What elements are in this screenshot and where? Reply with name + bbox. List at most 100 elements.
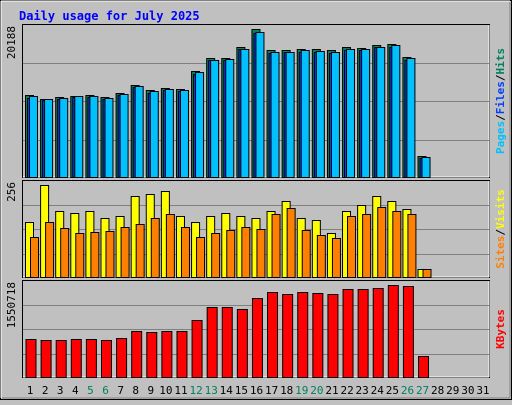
legend-separator: / [494, 74, 507, 81]
y-max-label-1: 20188 [5, 26, 18, 59]
kbytes-bar-2 [40, 340, 52, 378]
kbytes-bar-22 [342, 289, 354, 378]
kbytes-bar-6 [100, 340, 112, 378]
x-tick-label-30: 30 [461, 384, 474, 397]
pages-bar-15 [240, 49, 250, 178]
pages-bar-18 [285, 52, 295, 178]
kbytes-bar-11 [176, 331, 188, 378]
pages-bar-5 [89, 96, 99, 178]
sites-bar-17 [271, 214, 281, 278]
sites-bar-13 [211, 233, 221, 278]
x-tick-label-2: 2 [42, 384, 49, 397]
x-tick-label-24: 24 [371, 384, 385, 397]
kbytes-bar-5 [85, 339, 97, 378]
pages-bar-19 [300, 50, 310, 178]
kbytes-bar-16 [251, 298, 263, 378]
x-tick-label-4: 4 [72, 384, 79, 397]
x-tick-label-29: 29 [446, 384, 459, 397]
pages-bar-13 [210, 60, 220, 178]
y-max-label-2: 256 [5, 182, 18, 202]
kbytes-bar-15 [236, 309, 248, 378]
kbytes-bar-4 [70, 339, 82, 378]
legend-visits: Visits [494, 189, 507, 229]
x-tick-label-14: 14 [220, 384, 234, 397]
x-tick-label-3: 3 [57, 384, 64, 397]
x-tick-label-13: 13 [205, 384, 218, 397]
pages-bar-27 [421, 157, 431, 178]
sites-bar-7 [120, 227, 130, 278]
x-tick-label-31: 31 [476, 384, 489, 397]
pages-bar-7 [119, 94, 129, 178]
x-tick-label-21: 21 [325, 384, 338, 397]
kbytes-bar-12 [191, 320, 203, 378]
legend-sites: Sites [494, 236, 507, 269]
x-tick-label-10: 10 [159, 384, 172, 397]
x-tick-label-23: 23 [356, 384, 369, 397]
pages-bar-17 [270, 52, 280, 178]
x-tick-label-18: 18 [280, 384, 293, 397]
sites-bar-26 [407, 214, 417, 278]
x-tick-label-25: 25 [386, 384, 399, 397]
pages-bar-10 [164, 89, 174, 178]
pages-bar-1 [29, 96, 38, 178]
kbytes-bar-14 [221, 307, 233, 378]
x-tick-label-12: 12 [189, 384, 202, 397]
legend-hits: Hits [494, 48, 507, 75]
pages-bar-2 [44, 99, 54, 178]
x-tick-label-11: 11 [174, 384, 187, 397]
kbytes-bar-27 [418, 356, 430, 378]
pages-bar-26 [406, 58, 416, 178]
kbytes-bar-10 [161, 331, 173, 378]
kbytes-bar-26 [402, 286, 414, 378]
sites-bar-10 [165, 214, 175, 278]
legend-separator: / [494, 229, 507, 236]
sites-bar-1 [30, 237, 39, 278]
pages-bar-21 [330, 52, 340, 178]
sites-bar-14 [226, 230, 236, 278]
sites-bar-15 [241, 227, 251, 278]
pages-bar-3 [59, 98, 69, 178]
sites-bar-5 [90, 232, 100, 278]
legend-0: Pages/Files/Hits [494, 48, 507, 154]
kbytes-bar-8 [131, 331, 143, 378]
x-tick-label-22: 22 [340, 384, 353, 397]
sites-bar-25 [392, 211, 402, 278]
x-tick-label-1: 1 [27, 384, 34, 397]
sites-bar-11 [180, 227, 190, 278]
x-tick-label-27: 27 [416, 384, 429, 397]
kbytes-bar-17 [267, 292, 279, 378]
pages-bar-22 [346, 49, 356, 178]
kbytes-bar-13 [206, 307, 218, 378]
pages-bar-9 [149, 91, 159, 178]
legend-pages: Pages [494, 121, 507, 154]
pages-bar-4 [74, 96, 84, 178]
x-tick-label-9: 9 [148, 384, 155, 397]
kbytes-bar-3 [55, 340, 67, 378]
sites-bar-2 [45, 222, 55, 278]
x-tick-label-26: 26 [401, 384, 414, 397]
x-tick-label-6: 6 [102, 384, 109, 397]
sites-bar-27 [422, 269, 432, 278]
pages-bar-14 [225, 59, 235, 178]
sites-bar-16 [256, 229, 266, 278]
pages-bar-8 [134, 86, 144, 178]
sites-bar-6 [105, 231, 115, 278]
kbytes-bar-23 [357, 289, 369, 378]
pages-bar-25 [391, 45, 401, 178]
kbytes-bar-25 [387, 285, 399, 378]
kbytes-bar-1 [25, 339, 37, 378]
x-tick-label-20: 20 [310, 384, 323, 397]
sites-bar-20 [316, 235, 326, 278]
kbytes-bar-18 [282, 294, 294, 378]
pages-bar-12 [195, 72, 205, 178]
x-tick-label-19: 19 [295, 384, 308, 397]
legend-2: KBytes [494, 309, 507, 349]
sites-bar-24 [377, 207, 387, 278]
legend-files: Files [494, 81, 507, 114]
legend-separator: / [494, 114, 507, 121]
pages-bar-20 [315, 51, 325, 178]
x-tick-label-5: 5 [87, 384, 94, 397]
x-tick-label-28: 28 [431, 384, 444, 397]
pages-bar-23 [361, 49, 371, 178]
